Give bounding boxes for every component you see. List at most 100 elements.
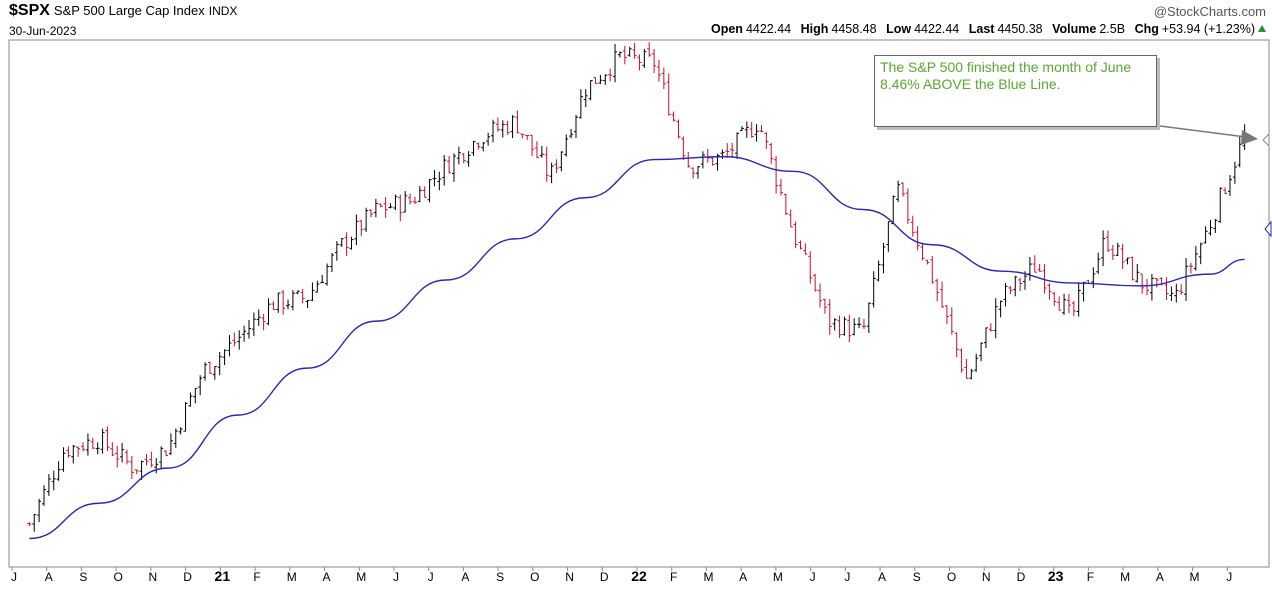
ohlc-bar <box>739 126 744 131</box>
ohlc-bar <box>593 77 598 84</box>
x-tick-label: A <box>1155 570 1164 584</box>
ohlc-bar <box>964 358 969 379</box>
x-tick-label: M <box>703 570 714 584</box>
ohlc-bar <box>232 332 237 347</box>
ohlc-bar <box>656 59 661 82</box>
quote-stats: Open 4422.44 High 4458.48 Low 4422.44 Last 4… <box>711 22 1266 36</box>
ohlc-bar <box>783 193 788 216</box>
ohlc-bar <box>349 236 354 250</box>
ticker-symbol: $SPX <box>9 2 50 19</box>
ohlc-bar <box>530 134 535 157</box>
ohlc-bar <box>1018 277 1023 292</box>
ohlc-bar <box>237 330 242 350</box>
ohlc-bar <box>193 387 198 404</box>
ohlc-bar <box>242 325 247 342</box>
ohlc-bar <box>1135 263 1140 283</box>
ohlc-bar <box>1115 242 1120 257</box>
ohlc-bar <box>339 237 344 247</box>
ohlc-bar <box>1076 282 1081 317</box>
ohlc-bar <box>212 365 217 380</box>
ohlc-bar <box>652 48 657 73</box>
ohlc-bar <box>1066 294 1071 314</box>
x-tick-label: J <box>11 570 17 584</box>
ohlc-bar <box>910 215 915 237</box>
x-tick-label: O <box>113 570 123 584</box>
ohlc-bar <box>544 146 549 182</box>
chg-value: +53.94 (+1.23%) <box>1161 22 1255 36</box>
x-tick-label: M <box>356 570 367 584</box>
ohlc-bar <box>617 51 622 58</box>
ohlc-bar <box>1052 291 1057 307</box>
last-label: Last <box>968 22 995 36</box>
ohlc-bar <box>1208 220 1213 236</box>
ohlc-bar <box>412 196 417 205</box>
ohlc-bar <box>256 309 261 326</box>
ohlc-bar <box>495 117 500 132</box>
ohlc-bar <box>1003 282 1008 307</box>
ohlc-bar <box>456 146 461 165</box>
x-tick-label: A <box>44 570 53 584</box>
ohlc-bar <box>1047 283 1052 300</box>
ohlc-bar <box>95 442 100 455</box>
ohlc-bar <box>471 140 476 156</box>
ohlc-bar <box>988 323 993 332</box>
ohlc-bar <box>203 362 208 381</box>
ohlc-bar <box>369 209 374 218</box>
ohlc-bar <box>1071 300 1076 317</box>
x-tick-label: F <box>670 570 678 584</box>
x-tick-label: N <box>565 570 574 584</box>
ohlc-bar <box>344 232 349 256</box>
ohlc-bar <box>583 89 588 108</box>
ohlc-bar <box>1110 244 1115 260</box>
ohlc-bar <box>61 447 66 472</box>
ohlc-bar <box>818 283 823 308</box>
ohlc-bar <box>842 316 847 336</box>
ohlc-bar <box>588 80 593 101</box>
quote-date: 30-Jun-2023 <box>9 24 77 38</box>
ohlc-bar <box>300 289 305 304</box>
ohlc-bar <box>778 178 783 196</box>
ohlc-bar <box>1105 230 1110 253</box>
ohlc-bar <box>647 42 652 57</box>
ohlc-bar <box>1042 263 1047 294</box>
ohlc-bar <box>168 433 173 455</box>
ohlc-bar <box>388 203 393 209</box>
ohlc-bar <box>46 474 51 496</box>
ohlc-bar <box>37 498 42 523</box>
ohlc-bar <box>954 332 959 357</box>
ohlc-bar <box>32 513 37 532</box>
x-tick-label: D <box>599 570 609 584</box>
annotation-arrowhead-icon <box>1241 130 1258 145</box>
ohlc-bar <box>76 446 81 457</box>
x-tick-label: A <box>739 570 748 584</box>
ohlc-bar <box>857 317 862 329</box>
ohlc-bar <box>129 455 134 479</box>
ohlc-bar <box>134 469 139 475</box>
ohlc-bar <box>1174 283 1179 303</box>
price-marker-icon <box>1262 132 1270 148</box>
ohlc-bar <box>949 307 954 335</box>
ohlc-bar <box>578 89 583 119</box>
ohlc-bar <box>149 451 154 468</box>
ohlc-bar <box>437 171 442 191</box>
chg-label: Chg <box>1134 22 1159 36</box>
ohlc-bar <box>959 348 964 373</box>
ohlc-bar <box>735 132 740 159</box>
ohlc-bar <box>1223 187 1228 194</box>
x-tick-label: S <box>496 570 505 584</box>
ohlc-bar <box>1057 296 1062 311</box>
ohlc-bar <box>681 136 686 161</box>
x-tick-label: D <box>183 570 192 584</box>
last-value: 4450.38 <box>997 22 1043 36</box>
ohlc-bar <box>432 170 437 187</box>
ohlc-bar <box>466 151 471 167</box>
open-label: Open <box>711 22 743 36</box>
ohlc-bar <box>983 327 988 349</box>
ohlc-bar <box>1179 284 1184 295</box>
x-tick-label: 21 <box>214 568 231 584</box>
ohlc-bar <box>622 45 627 65</box>
ohlc-bar <box>915 226 920 251</box>
ohlc-bar <box>42 485 47 506</box>
ohlc-bar <box>1081 281 1086 302</box>
